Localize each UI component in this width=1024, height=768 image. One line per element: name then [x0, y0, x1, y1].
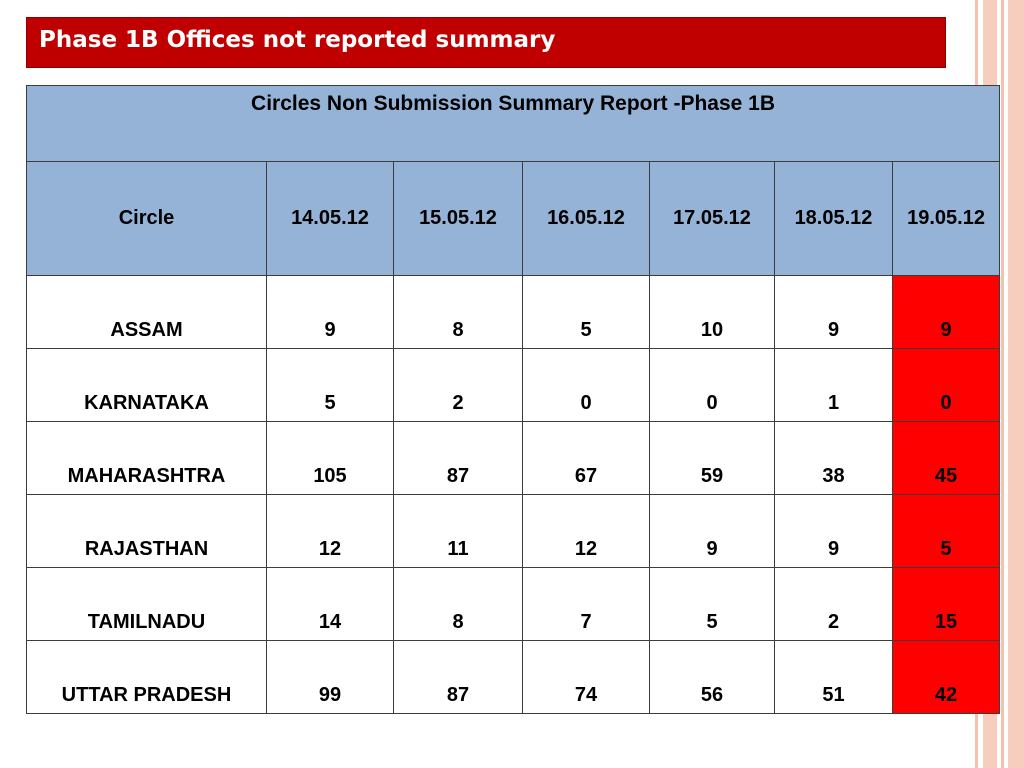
table-row: MAHARASHTRA 105 87 67 59 38 45: [26, 421, 1001, 495]
value-cell: 2: [774, 567, 893, 641]
value-cell: 0: [522, 348, 650, 422]
value-cell: 8: [393, 567, 523, 641]
value-cell: 51: [774, 640, 893, 714]
circle-name-cell: MAHARASHTRA: [26, 421, 267, 495]
column-header: Circle: [26, 161, 267, 276]
column-header: 15.05.12: [393, 161, 523, 276]
value-cell: 99: [266, 640, 394, 714]
header-row: Circle 14.05.12 15.05.12 16.05.12 17.05.…: [26, 161, 1001, 276]
value-cell: 12: [522, 494, 650, 568]
value-cell: 5: [522, 275, 650, 349]
value-cell: 14: [266, 567, 394, 641]
value-cell: 2: [393, 348, 523, 422]
value-cell: 74: [522, 640, 650, 714]
circle-name-cell: KARNATAKA: [26, 348, 267, 422]
table-row: UTTAR PRADESH 99 87 74 56 51 42: [26, 640, 1001, 714]
value-cell: 8: [393, 275, 523, 349]
value-cell: 9: [266, 275, 394, 349]
column-header: 19.05.12: [891, 161, 1001, 276]
value-cell: 105: [266, 421, 394, 495]
highlighted-value-cell: 5: [891, 494, 1001, 568]
value-cell: 87: [393, 421, 523, 495]
value-cell: 1: [774, 348, 893, 422]
summary-table: Circles Non Submission Summary Report -P…: [25, 85, 1001, 714]
table-row: TAMILNADU 14 8 7 5 2 15: [26, 567, 1001, 641]
value-cell: 11: [393, 494, 523, 568]
report-title: Circles Non Submission Summary Report -P…: [251, 92, 776, 115]
value-cell: 56: [649, 640, 775, 714]
report-title-cell: Circles Non Submission Summary Report -P…: [25, 85, 1001, 162]
table-row: ASSAM 9 8 5 10 9 9: [26, 275, 1001, 349]
title-bar: Phase 1B Offices not reported summary: [26, 17, 946, 68]
side-stripe: [1001, 0, 1004, 768]
value-cell: 59: [649, 421, 775, 495]
column-header: 18.05.12: [774, 161, 893, 276]
highlighted-value-cell: 9: [891, 275, 1001, 349]
circle-name-cell: ASSAM: [26, 275, 267, 349]
highlighted-value-cell: 15: [891, 567, 1001, 641]
column-header: 16.05.12: [522, 161, 650, 276]
table-row: KARNATAKA 5 2 0 0 1 0: [26, 348, 1001, 422]
value-cell: 10: [649, 275, 775, 349]
column-header: 14.05.12: [266, 161, 394, 276]
value-cell: 0: [649, 348, 775, 422]
highlighted-value-cell: 0: [891, 348, 1001, 422]
highlighted-value-cell: 45: [891, 421, 1001, 495]
value-cell: 87: [393, 640, 523, 714]
circle-name-cell: UTTAR PRADESH: [26, 640, 267, 714]
column-header: 17.05.12: [649, 161, 775, 276]
highlighted-value-cell: 42: [891, 640, 1001, 714]
value-cell: 38: [774, 421, 893, 495]
value-cell: 9: [774, 275, 893, 349]
value-cell: 5: [649, 567, 775, 641]
slide-title: Phase 1B Offices not reported summary: [39, 27, 556, 53]
value-cell: 7: [522, 567, 650, 641]
circle-name-cell: TAMILNADU: [26, 567, 267, 641]
value-cell: 9: [774, 494, 893, 568]
value-cell: 12: [266, 494, 394, 568]
side-stripe: [1008, 0, 1024, 768]
table-row: RAJASTHAN 12 11 12 9 9 5: [26, 494, 1001, 568]
report-title-row: Circles Non Submission Summary Report -P…: [25, 85, 1001, 162]
value-cell: 5: [266, 348, 394, 422]
value-cell: 9: [649, 494, 775, 568]
value-cell: 67: [522, 421, 650, 495]
circle-name-cell: RAJASTHAN: [26, 494, 267, 568]
